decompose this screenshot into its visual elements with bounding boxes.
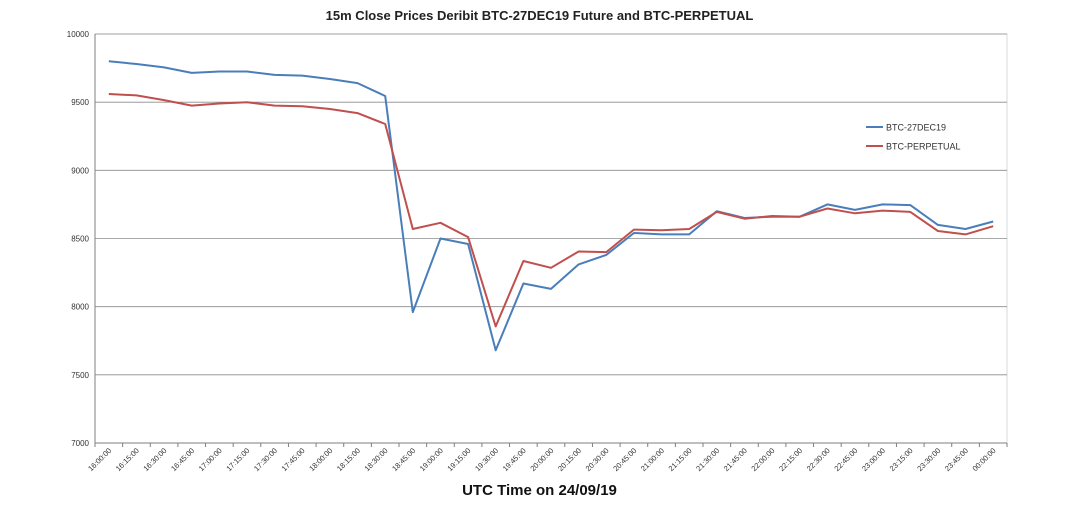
x-tick-label: 16:45:00 bbox=[169, 446, 196, 473]
y-tick-label: 7000 bbox=[71, 439, 89, 448]
x-tick-label: 00:00:00 bbox=[971, 446, 998, 473]
y-tick-label: 9000 bbox=[71, 166, 89, 175]
x-tick-label: 20:15:00 bbox=[556, 446, 583, 473]
x-tick-label: 17:30:00 bbox=[252, 446, 279, 473]
x-tick-label: 22:00:00 bbox=[749, 446, 776, 473]
chart-title: 15m Close Prices Deribit BTC-27DEC19 Fut… bbox=[325, 8, 754, 23]
x-tick-label: 18:15:00 bbox=[335, 446, 362, 473]
x-tick-label: 19:45:00 bbox=[501, 446, 528, 473]
x-tick-label: 21:15:00 bbox=[667, 446, 694, 473]
x-tick-label: 20:45:00 bbox=[611, 446, 638, 473]
x-tick-label: 18:30:00 bbox=[363, 446, 390, 473]
x-tick-label: 22:30:00 bbox=[805, 446, 832, 473]
series-line-2 bbox=[108, 93, 994, 328]
x-tick-label: 19:15:00 bbox=[445, 446, 472, 473]
x-tick-label: 17:00:00 bbox=[197, 446, 224, 473]
x-tick-label: 23:00:00 bbox=[860, 446, 887, 473]
y-tick-label: 10000 bbox=[67, 30, 90, 39]
x-tick-label: 17:45:00 bbox=[280, 446, 307, 473]
x-tick-label: 21:00:00 bbox=[639, 446, 666, 473]
x-tick-label: 19:30:00 bbox=[473, 446, 500, 473]
y-tick-label: 9500 bbox=[71, 98, 89, 107]
x-axis-title: UTC Time on 24/09/19 bbox=[462, 482, 617, 499]
legend-label: BTC-27DEC19 bbox=[886, 123, 946, 133]
x-tick-label: 23:15:00 bbox=[888, 446, 915, 473]
x-tick-label: 16:15:00 bbox=[114, 446, 141, 473]
x-tick-label: 18:45:00 bbox=[390, 446, 417, 473]
y-tick-label: 8000 bbox=[71, 303, 89, 312]
x-tick-label: 23:30:00 bbox=[915, 446, 942, 473]
x-tick-label: 20:00:00 bbox=[528, 446, 555, 473]
x-tick-label: 18:00:00 bbox=[307, 446, 334, 473]
x-tick-label: 17:15:00 bbox=[224, 446, 251, 473]
x-tick-label: 21:30:00 bbox=[694, 446, 721, 473]
x-tick-label: 16:00:00 bbox=[86, 446, 113, 473]
series-line-1 bbox=[108, 60, 994, 352]
x-tick-label: 23:45:00 bbox=[943, 446, 970, 473]
y-tick-label: 8500 bbox=[71, 235, 89, 244]
legend-label: BTC-PERPETUAL bbox=[886, 142, 961, 152]
x-tick-label: 20:30:00 bbox=[584, 446, 611, 473]
x-tick-label: 19:00:00 bbox=[418, 446, 445, 473]
x-tick-label: 22:15:00 bbox=[777, 446, 804, 473]
x-tick-label: 16:30:00 bbox=[141, 446, 168, 473]
x-tick-label: 21:45:00 bbox=[722, 446, 749, 473]
y-tick-label: 7500 bbox=[71, 371, 89, 380]
x-tick-label: 22:45:00 bbox=[832, 446, 859, 473]
